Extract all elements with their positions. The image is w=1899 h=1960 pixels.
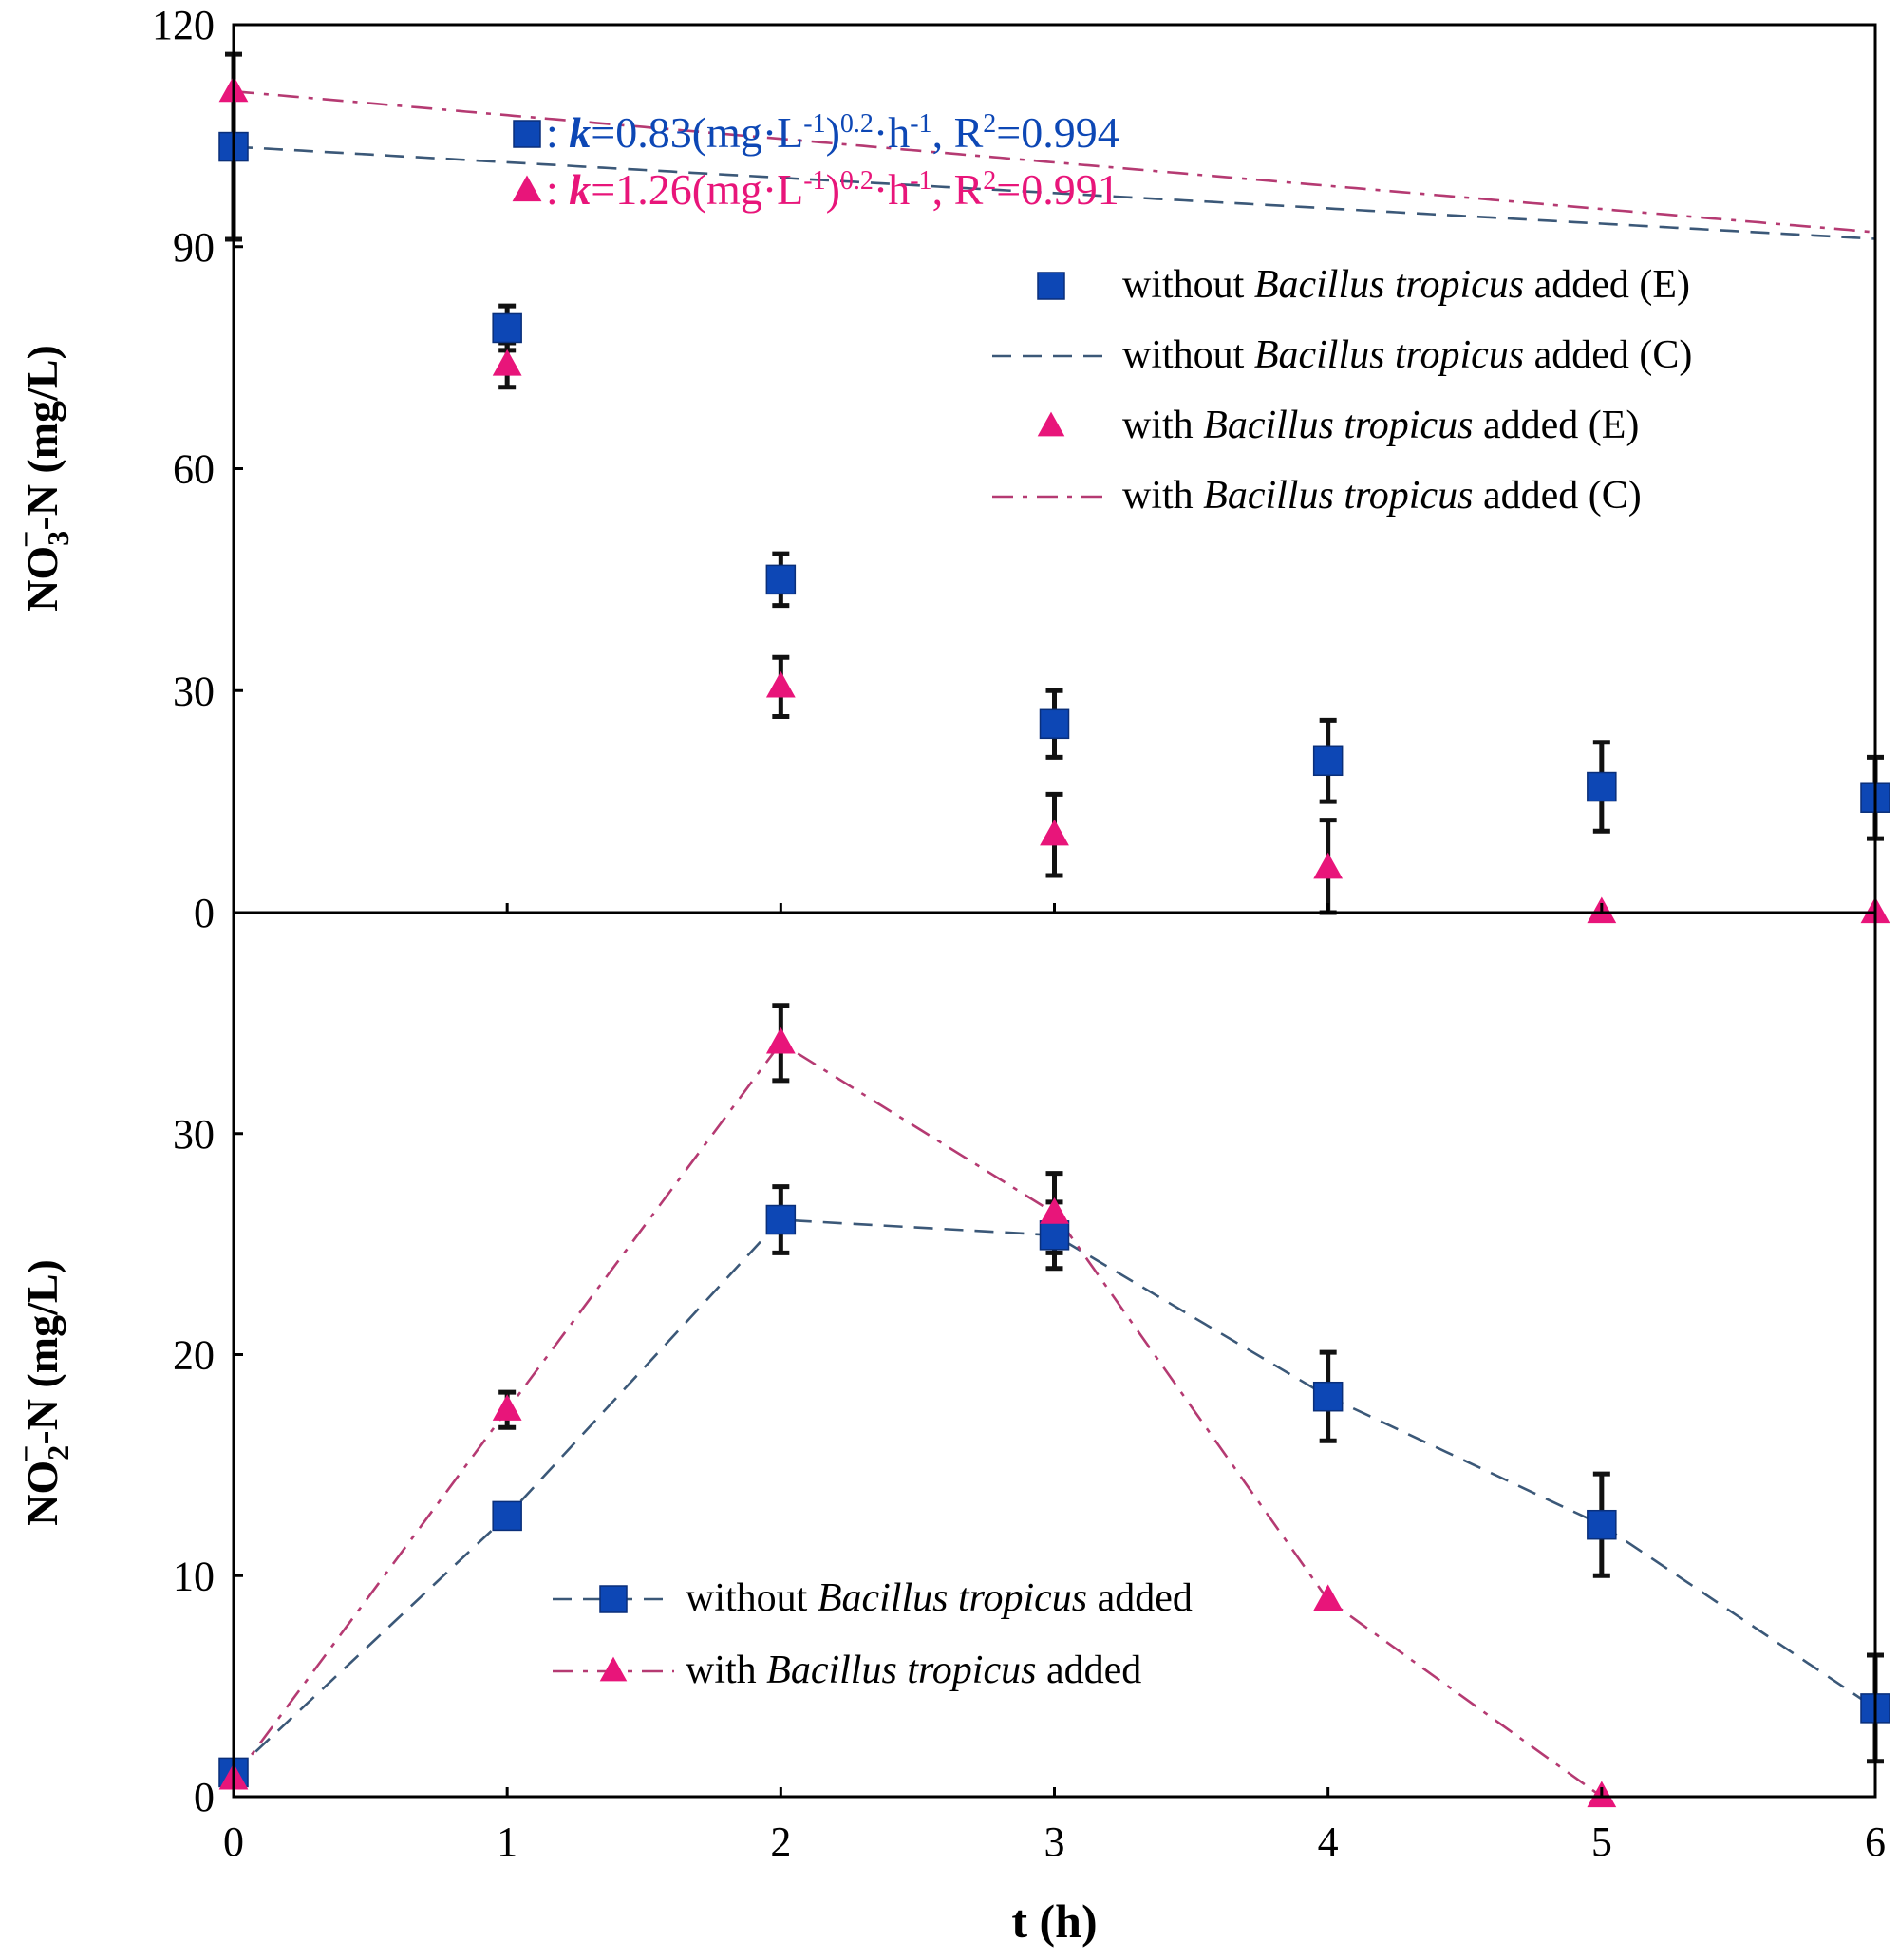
bottom-legend-item-0: without Bacillus tropicus added: [553, 1576, 1193, 1620]
top-data-points: [218, 51, 1890, 924]
bottom-data-point-without-2: [765, 1204, 797, 1235]
bottom-data-point-without-5: [1587, 1509, 1617, 1540]
annotation-with: : k=1.26(mg·L-1)0.2·h-1, R2=0.991: [546, 165, 1119, 214]
bottom-data-point-with-2: [765, 1027, 796, 1054]
fit-curve-without: [233, 145, 1876, 240]
x-tick-label-4: 4: [1318, 1819, 1339, 1865]
bottom-y-tick-label-3: 30: [173, 1111, 215, 1158]
top-legend-item-1: without Bacillus tropicus added (C): [992, 333, 1692, 377]
x-tick-label-0: 0: [223, 1819, 244, 1865]
top-legend-label-3: with Bacillus tropicus added (C): [1122, 474, 1642, 518]
data-point-with-1: [492, 349, 522, 376]
x-tick-label-5: 5: [1591, 1819, 1612, 1865]
bottom-legend-symbol-0: [599, 1585, 628, 1613]
bottom-data-point-with-3: [1040, 1197, 1069, 1224]
top-y-tick-label-4: 120: [152, 2, 215, 48]
data-point-with-4: [1313, 852, 1344, 879]
top-y-axis-label: NO3−-N (mg/L): [9, 345, 75, 612]
top-legend-item-0: without Bacillus tropicus added (E): [1037, 263, 1690, 307]
annotation-without: : k=0.83(mg·L-1)0.2·h-1, R2=0.994: [546, 108, 1119, 157]
data-point-without-5: [1587, 771, 1617, 802]
series-line-with: [232, 1041, 1603, 1799]
x-tick-label-3: 3: [1044, 1819, 1065, 1865]
top-legend-label-1: without Bacillus tropicus added (C): [1122, 333, 1692, 377]
bottom-data-point-without-1: [492, 1500, 522, 1532]
top-y-tick-label-0: 0: [194, 890, 215, 936]
data-point-without-1: [492, 312, 522, 344]
top-axes: 0 30 60 90 120 NO3−-N (mg/L): [9, 2, 1877, 936]
rate-constant-annotations: : k=0.83(mg·L-1)0.2·h-1, R2=0.994 : k=1.…: [512, 108, 1119, 214]
bottom-y-tick-label-2: 20: [173, 1332, 215, 1379]
x-axis: 0 1 2 3 4 5 6 t (h): [223, 1819, 1886, 1948]
top-plot-frame: [232, 23, 1877, 914]
bottom-legend-label-0: without Bacillus tropicus added: [686, 1576, 1193, 1620]
data-point-with-2: [765, 670, 796, 698]
bottom-legend-symbol-1: [599, 1656, 628, 1682]
bottom-y-tick-label-1: 10: [173, 1553, 215, 1599]
bottom-y-axis-label: NO2−-N (mg/L): [9, 1259, 75, 1526]
bottom-panel-no2: 0 10 20 30 NO2−-N (mg/L) without Bacillus tr…: [9, 911, 1890, 1820]
data-point-without-2: [765, 564, 797, 595]
fit-curve-with: [233, 89, 1876, 234]
top-legend: without Bacillus tropicus added (E) witho…: [992, 263, 1692, 518]
bottom-data-point-without-4: [1312, 1381, 1344, 1412]
bottom-y-tick-label-0: 0: [194, 1774, 215, 1820]
x-axis-label: t (h): [1011, 1894, 1097, 1948]
top-y-tick-label-3: 90: [173, 224, 215, 271]
bottom-legend-label-1: with Bacillus tropicus added: [686, 1649, 1141, 1692]
bottom-data-point-with-1: [492, 1394, 522, 1421]
annotation-marker-with: [512, 175, 542, 202]
top-y-tick-label-2: 60: [173, 446, 215, 493]
top-legend-symbol-0: [1037, 272, 1065, 300]
x-tick-label-2: 2: [770, 1819, 791, 1865]
bottom-data-point-without-3: [1039, 1220, 1070, 1251]
top-legend-symbol-2: [1037, 411, 1065, 437]
top-fit-curves: [233, 89, 1876, 240]
top-legend-item-2: with Bacillus tropicus added (E): [1037, 404, 1639, 447]
x-tick-label-6: 6: [1865, 1819, 1886, 1865]
data-point-without-3: [1039, 708, 1070, 740]
data-point-with-3: [1040, 819, 1069, 846]
bottom-axes: 0 10 20 30 NO2−-N (mg/L): [9, 911, 1877, 1820]
x-tick-label-1: 1: [497, 1819, 517, 1865]
data-point-without-4: [1312, 745, 1344, 777]
annotation-marker-without: [513, 120, 541, 148]
top-panel-no3: 0 30 60 90 120 NO3−-N (mg/L) : k=0.83(mg·L-1)…: [9, 2, 1890, 936]
top-legend-item-3: with Bacillus tropicus added (C): [992, 474, 1642, 518]
top-y-tick-label-1: 30: [173, 668, 215, 714]
bottom-legend-item-1: with Bacillus tropicus added: [553, 1649, 1141, 1692]
top-legend-label-0: without Bacillus tropicus added (E): [1122, 263, 1690, 307]
bottom-legend: without Bacillus tropicus added with Baci…: [553, 1576, 1193, 1692]
bottom-data-point-with-4: [1313, 1584, 1344, 1611]
top-legend-label-2: with Bacillus tropicus added (E): [1122, 404, 1639, 447]
